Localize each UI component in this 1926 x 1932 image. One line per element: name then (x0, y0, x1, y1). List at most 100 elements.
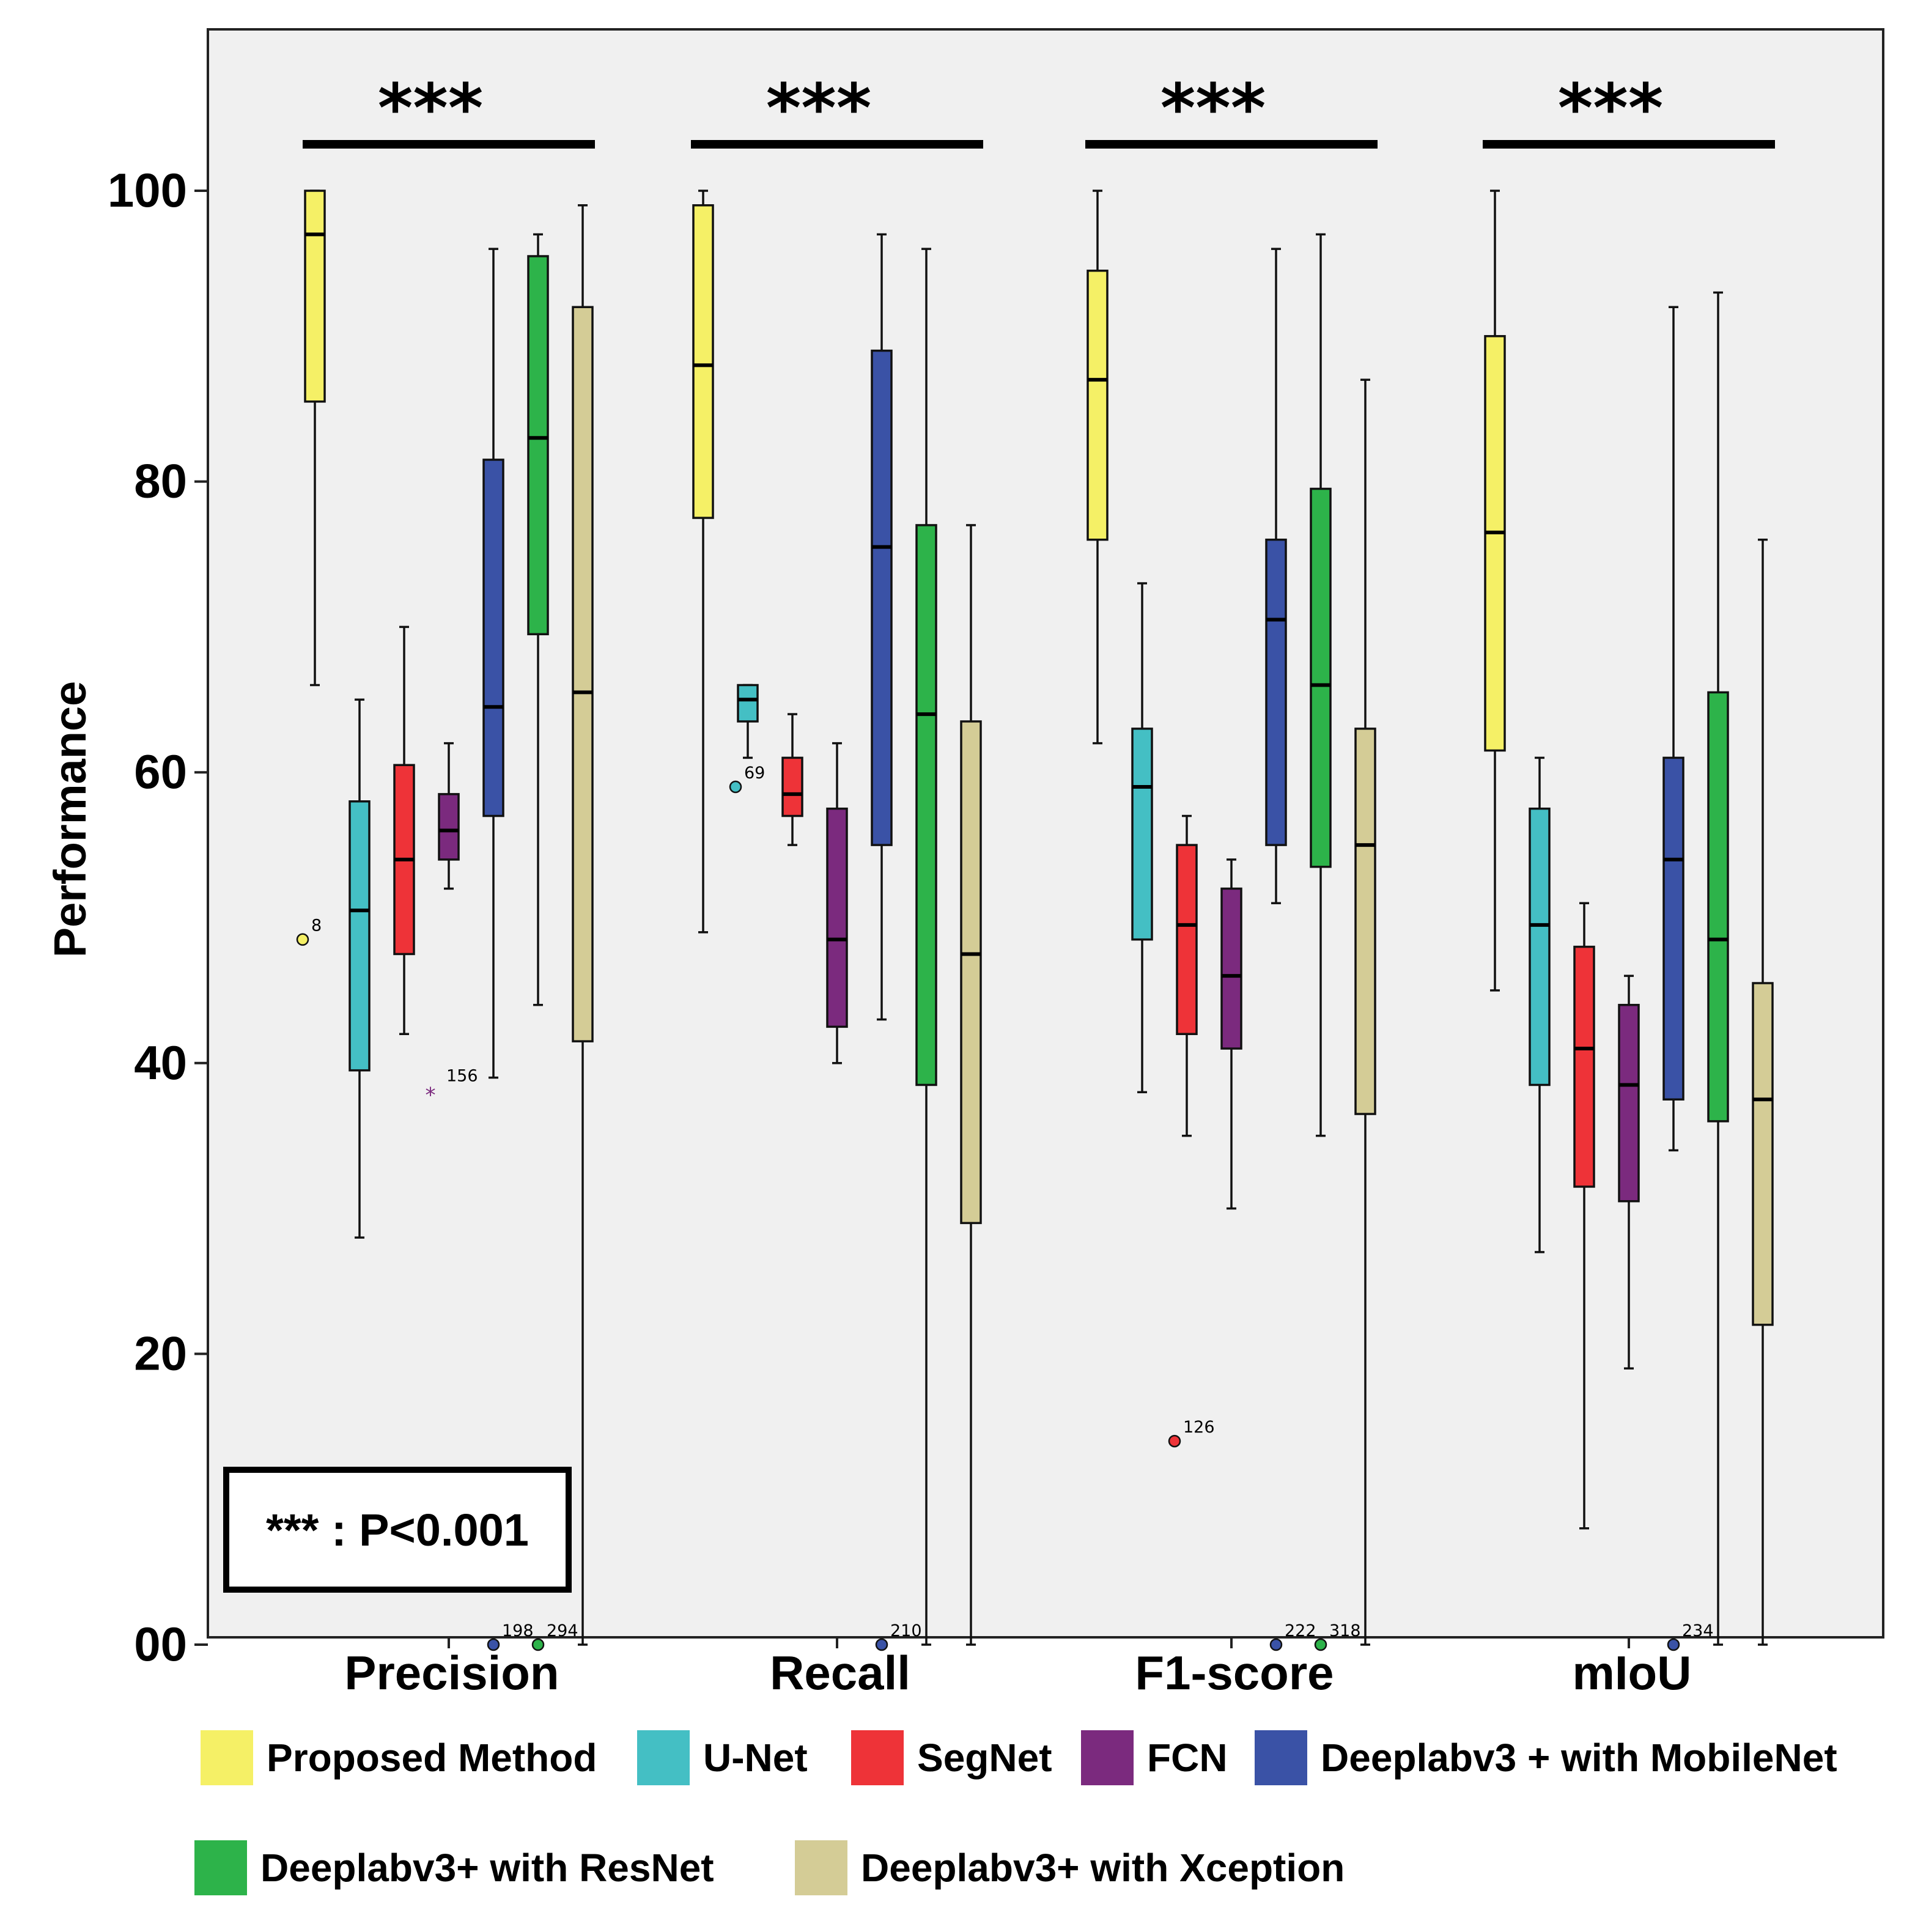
legend-swatch (851, 1730, 904, 1785)
box-iqr (1707, 691, 1729, 1123)
box-deeplabv3-with-mobilenet-recall: 210 (871, 233, 922, 1651)
box-proposed-method-miou (1484, 190, 1506, 992)
box-iqr (1618, 1003, 1640, 1203)
legend-label: Deeplabv3 + with MobileNet (1321, 1736, 1837, 1780)
box-iqr (1529, 807, 1551, 1086)
box-segnet-precision (393, 625, 415, 1035)
box-deeplabv3-with-resnet-f1-score: 318 (1310, 233, 1361, 1651)
box-deeplabv3-with-xception-precision (572, 204, 594, 1646)
box-fcn-miou (1618, 975, 1640, 1370)
legend-label: Proposed Method (267, 1736, 597, 1780)
outlier-point (1269, 1638, 1283, 1651)
box-iqr (826, 807, 848, 1028)
legend-label: U-Net (703, 1736, 808, 1780)
y-tick-label: 80 (134, 454, 187, 508)
box-iqr (1484, 335, 1506, 752)
legend-item: Deeplabv3+ with ResNet (194, 1840, 714, 1895)
box-iqr (1176, 844, 1198, 1035)
legend-item: SegNet (851, 1730, 1052, 1785)
outlier-star: * (426, 1083, 436, 1107)
box-deeplabv3-with-mobilenet-miou: 234 (1662, 306, 1714, 1651)
box-deeplabv3-with-resnet-precision: 294 (527, 233, 578, 1651)
significance-note: *** : P<0.001 (266, 1505, 529, 1555)
box-iqr (1354, 728, 1376, 1115)
legend-swatch (795, 1840, 847, 1895)
box-iqr (692, 204, 714, 519)
significance-stars: *** (1160, 69, 1266, 147)
box-deeplabv3-with-xception-miou (1752, 538, 1774, 1646)
box-segnet-recall (781, 713, 803, 846)
box-iqr (737, 684, 759, 723)
box-iqr (304, 190, 326, 403)
box-u-net-miou (1529, 756, 1551, 1253)
box-iqr (1662, 756, 1684, 1101)
y-tick-label: 100 (108, 163, 187, 217)
box-fcn-f1-score (1220, 858, 1242, 1210)
outlier-label: 126 (1183, 1418, 1215, 1437)
x-category-label: mIoU (1573, 1646, 1692, 1700)
legend-item: Deeplabv3 + with MobileNet (1255, 1730, 1837, 1785)
legend-item: Proposed Method (201, 1730, 597, 1785)
legend-swatch (201, 1730, 253, 1785)
box-iqr (781, 756, 803, 817)
y-tick-label: 00 (134, 1617, 187, 1671)
outlier-point (531, 1638, 545, 1651)
legend: Proposed Method U-Net SegNet FCN Deeplabv3 +… (194, 1730, 1837, 1895)
outlier-label: 198 (502, 1621, 534, 1640)
box-iqr (349, 800, 371, 1072)
legend-swatch (194, 1840, 247, 1895)
box-iqr (871, 349, 893, 846)
outlier-label: 69 (744, 764, 765, 783)
outlier-point (1667, 1638, 1680, 1651)
x-category-label: F1-score (1135, 1646, 1334, 1700)
box-iqr (1131, 728, 1153, 941)
box-u-net-precision (349, 698, 371, 1239)
x-category-label: Recall (770, 1646, 910, 1700)
box-iqr (1310, 487, 1332, 868)
legend-swatch (1081, 1730, 1134, 1785)
outlier-label: 222 (1285, 1621, 1316, 1640)
box-deeplabv3-with-xception-recall (960, 524, 982, 1646)
box-deeplabv3-with-mobilenet-precision: 198 (482, 248, 534, 1651)
box-segnet-f1-score: 126 (1168, 814, 1215, 1448)
box-segnet-miou (1573, 902, 1595, 1530)
outlier-label: 234 (1682, 1621, 1714, 1640)
box-proposed-method-precision: 8 (296, 190, 326, 946)
box-proposed-method-f1-score (1087, 190, 1109, 745)
legend-item: U-Net (637, 1730, 808, 1785)
outlier-label: 210 (890, 1621, 922, 1640)
significance-note-box: *** : P<0.001 (223, 1467, 572, 1593)
box-iqr (482, 459, 504, 817)
outlier-label: 294 (547, 1621, 578, 1640)
outlier-label: 318 (1329, 1621, 1361, 1640)
box-iqr (527, 255, 549, 636)
box-deeplabv3-with-resnet-recall (915, 248, 937, 1646)
legend-swatch (1255, 1730, 1307, 1785)
box-iqr (1087, 270, 1109, 541)
y-tick-label: 60 (134, 745, 187, 798)
legend-item: FCN (1081, 1730, 1228, 1785)
legend-label: SegNet (917, 1736, 1052, 1780)
legend-swatch (637, 1730, 690, 1785)
x-category-label: Precision (344, 1646, 559, 1700)
outlier-point (487, 1638, 500, 1651)
outlier-point (1314, 1638, 1327, 1651)
box-u-net-f1-score (1131, 582, 1153, 1094)
outlier-point (296, 933, 309, 946)
box-deeplabv3-with-mobilenet-f1-score: 222 (1265, 248, 1316, 1651)
box-iqr (1220, 887, 1242, 1050)
outlier-label: 156 (446, 1066, 478, 1085)
box-deeplabv3-with-xception-f1-score (1354, 378, 1376, 1646)
box-iqr (915, 524, 937, 1086)
legend-label: FCN (1147, 1736, 1228, 1780)
y-tick-label: 40 (134, 1036, 187, 1090)
outlier-point (875, 1638, 888, 1651)
y-axis-label: Performance (45, 681, 95, 957)
box-iqr (960, 720, 982, 1225)
y-tick-label: 20 (134, 1326, 187, 1380)
box-iqr (1573, 945, 1595, 1188)
box-fcn-recall (826, 742, 848, 1064)
outlier-point (729, 780, 742, 794)
box-deeplabv3-with-resnet-miou (1707, 291, 1729, 1646)
